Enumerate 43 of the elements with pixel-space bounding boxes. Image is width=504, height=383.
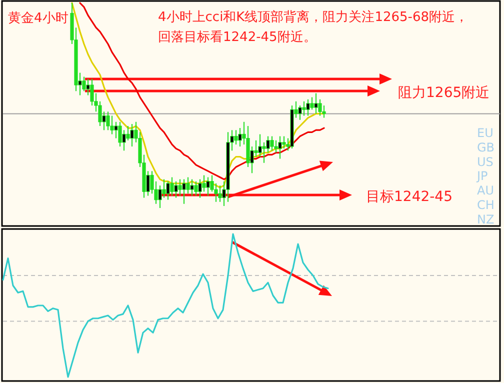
candlestick xyxy=(302,100,306,116)
candlestick xyxy=(190,178,194,196)
candlestick xyxy=(178,178,182,196)
text: 黄金4小时 xyxy=(8,11,68,26)
candlestick xyxy=(118,121,122,147)
text: US xyxy=(477,154,494,169)
candlestick xyxy=(274,140,278,154)
candlestick xyxy=(202,174,206,192)
candlestick xyxy=(110,115,114,135)
candlestick xyxy=(114,121,118,139)
text: GB xyxy=(477,140,495,154)
text: EU xyxy=(477,126,494,140)
text: 4小时上cci和K线顶部背离，阻力关注1265-68附近，回落目标看1242-45附近。 xyxy=(158,9,470,47)
candlestick xyxy=(82,76,86,92)
text: 阻力1265附近 xyxy=(398,85,490,101)
candlestick xyxy=(126,126,130,141)
candlestick xyxy=(194,180,198,196)
candlestick xyxy=(198,178,202,198)
candlestick xyxy=(234,130,238,145)
candlestick xyxy=(206,176,210,196)
text: CH xyxy=(477,198,494,212)
candlestick xyxy=(278,136,282,160)
text: JP xyxy=(476,169,488,184)
candlestick xyxy=(282,136,286,150)
candlestick xyxy=(130,123,134,147)
candlestick xyxy=(298,105,302,120)
candlestick xyxy=(262,142,266,164)
text: AU xyxy=(477,184,494,198)
candlestick xyxy=(174,180,178,198)
text: NZ xyxy=(477,212,494,226)
candlestick xyxy=(306,98,310,116)
candlestick xyxy=(182,178,186,204)
candlestick xyxy=(310,96,314,110)
candlestick xyxy=(218,184,222,202)
candlestick xyxy=(162,178,166,198)
candlestick xyxy=(106,111,110,131)
candlestick xyxy=(314,92,318,114)
text: 目标1242-45 xyxy=(366,189,452,205)
candlestick xyxy=(122,130,126,152)
candlestick xyxy=(270,136,274,152)
candlestick xyxy=(170,176,174,196)
candlestick xyxy=(186,176,190,194)
candlestick xyxy=(166,180,170,200)
